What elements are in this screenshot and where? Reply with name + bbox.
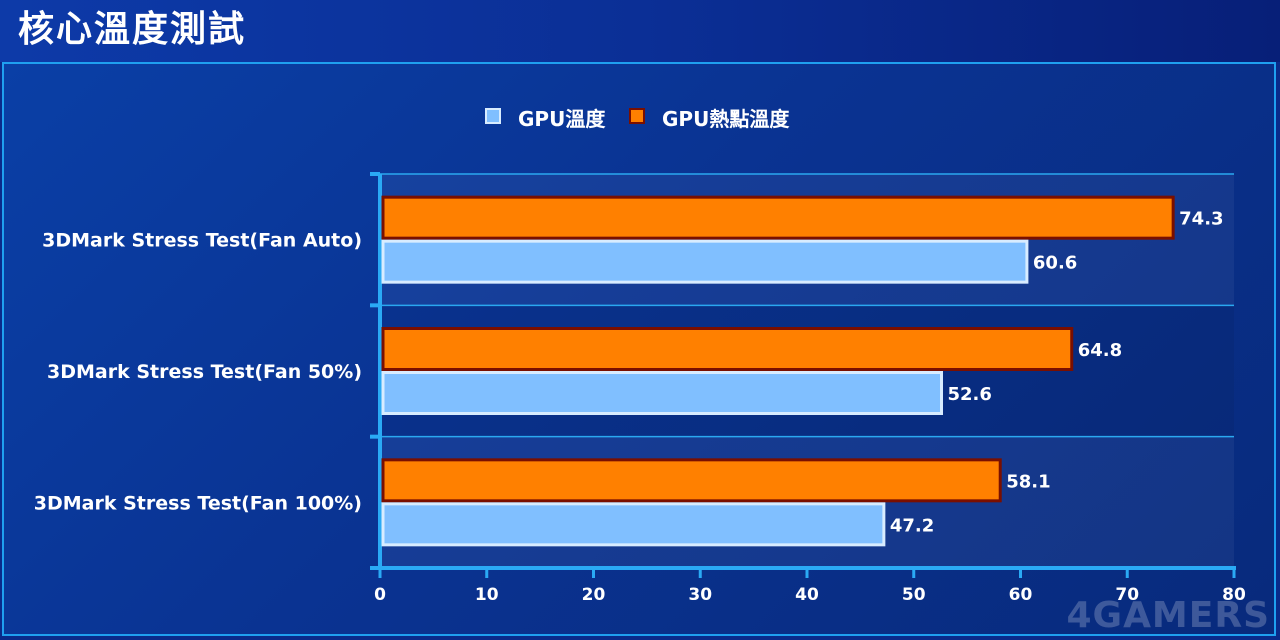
legend-label: GPU熱點溫度: [662, 107, 790, 131]
data-label: 74.3: [1179, 209, 1223, 230]
bar-gpu-hotspot: [381, 327, 1074, 371]
legend-label: GPU溫度: [518, 107, 606, 131]
x-tick-label: 50: [902, 585, 926, 605]
x-tick-label: 30: [688, 585, 712, 605]
bar-gpu-temp: [381, 371, 944, 415]
category-label: 3DMark Stress Test(Fan 100%): [34, 492, 362, 514]
bar-gpu-temp: [381, 502, 886, 547]
x-tick-label: 10: [475, 585, 499, 605]
data-label: 52.6: [948, 384, 992, 405]
header-bar: 核心溫度測試: [0, 0, 1280, 62]
x-tick-label: 70: [1115, 585, 1139, 605]
x-tick-label: 20: [582, 585, 606, 605]
data-label: 60.6: [1033, 253, 1077, 274]
data-label: 47.2: [890, 515, 934, 536]
x-tick-label: 60: [1009, 585, 1033, 605]
x-tick-label: 80: [1222, 585, 1246, 605]
legend-swatch: [485, 108, 501, 124]
data-label: 58.1: [1006, 471, 1050, 492]
category-label: 3DMark Stress Test(Fan 50%): [47, 361, 362, 383]
data-label: 64.8: [1078, 340, 1122, 361]
x-tick-label: 0: [374, 585, 386, 605]
category-label: 3DMark Stress Test(Fan Auto): [42, 230, 362, 252]
x-tick-label: 40: [795, 585, 819, 605]
bar-gpu-temp: [381, 239, 1029, 284]
bar-gpu-hotspot: [381, 458, 1002, 503]
watermark-logo: 4GAMERS: [1066, 595, 1270, 636]
page-title: 核心溫度測試: [18, 9, 247, 50]
legend-swatch: [629, 108, 645, 124]
bar-gpu-hotspot: [381, 195, 1175, 240]
